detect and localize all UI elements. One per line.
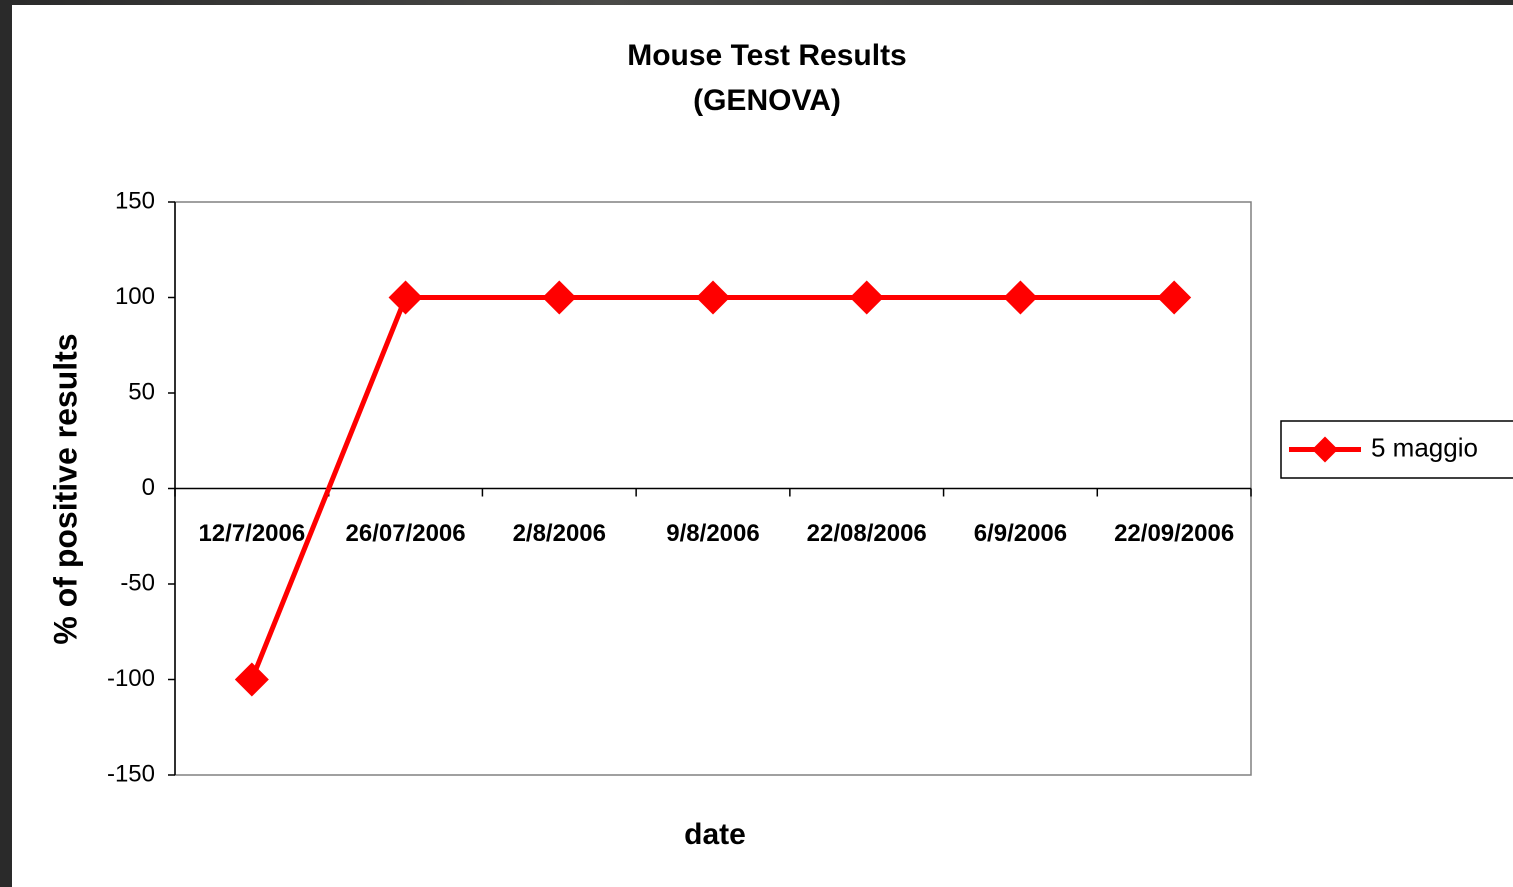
chart-title: Mouse Test Results [627,39,907,72]
point-marker [388,280,423,315]
legend-label: 5 maggio [1371,432,1478,462]
x-tick-label: 6/9/2006 [974,520,1067,547]
y-tick-label: 150 [115,187,155,214]
point-marker [696,280,730,315]
x-tick-label: 26/07/2006 [346,520,466,547]
y-tick-label: 50 [128,378,155,405]
point-marker [849,280,884,315]
x-tick-label: 12/7/2006 [198,520,305,547]
point-marker [542,280,577,315]
x-tick-label: 22/08/2006 [807,520,927,547]
y-tick-label: 100 [115,283,155,310]
y-tick-label: -150 [107,760,155,787]
y-tick-label: -100 [107,665,155,692]
legend-marker [1312,436,1338,463]
y-axis-label: % of positive results [47,333,83,644]
chart-subtitle: (GENOVA) [693,84,841,117]
point-marker [1003,280,1038,315]
y-tick-label: -50 [120,569,155,596]
chart-background [12,5,1513,887]
x-tick-label: 22/09/2006 [1114,520,1234,547]
point-marker [234,662,269,697]
x-axis-label: date [684,818,746,851]
x-tick-label: 9/8/2006 [666,520,759,547]
x-tick-label: 2/8/2006 [513,520,606,547]
y-tick-label: 0 [142,474,155,501]
point-marker [1157,280,1192,315]
